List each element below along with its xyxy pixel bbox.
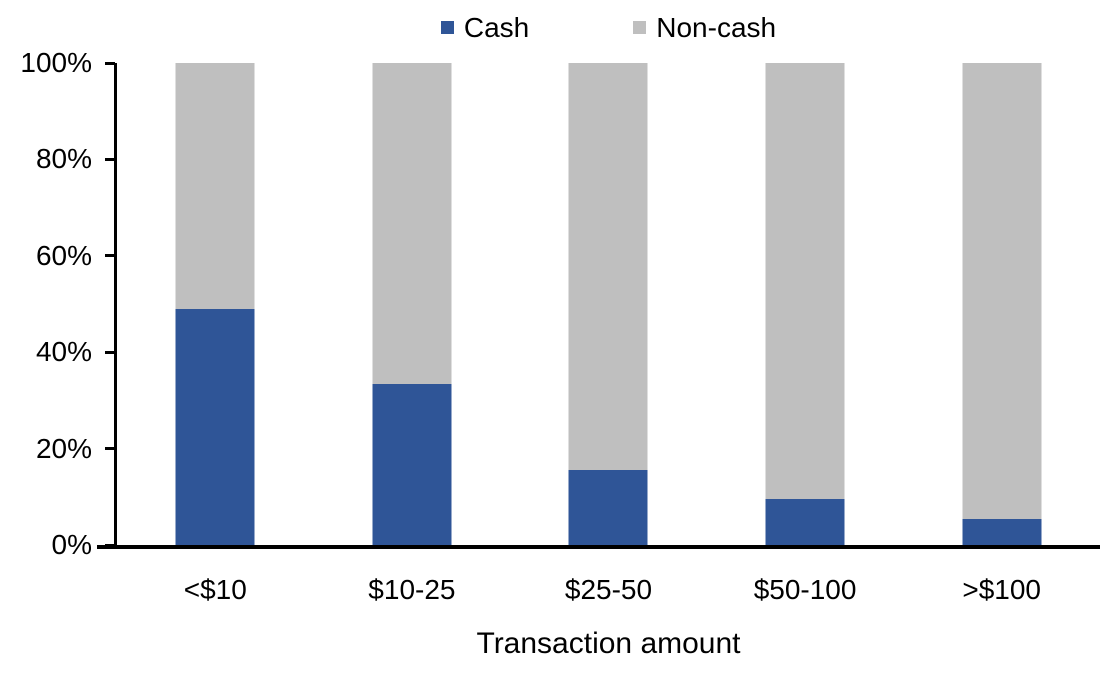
noncash-legend-swatch-icon bbox=[633, 21, 647, 35]
bar-segment-cash bbox=[175, 308, 255, 545]
bar-segment-non-cash bbox=[175, 63, 255, 309]
chart-legend: Cash Non-cash bbox=[117, 8, 1100, 48]
y-axis-tick-mark bbox=[105, 447, 115, 451]
x-axis-tick-label: <$10 bbox=[183, 574, 247, 605]
x-axis-tick-label: $50-100 bbox=[753, 574, 857, 605]
bar-slot bbox=[510, 63, 707, 545]
legend-item-noncash: Non-cash bbox=[633, 11, 777, 44]
x-axis-title: Transaction amount bbox=[476, 627, 741, 660]
bar-slot bbox=[314, 63, 511, 545]
y-axis-tick-label: 100% bbox=[20, 47, 92, 78]
y-axis-tick-mark bbox=[105, 157, 115, 161]
bar-segment-cash bbox=[372, 383, 452, 545]
legend-item-cash: Cash bbox=[440, 11, 530, 44]
plot-area bbox=[117, 63, 1100, 545]
stacked-bar bbox=[765, 63, 845, 545]
stacked-bar bbox=[175, 63, 255, 545]
legend-label-noncash: Non-cash bbox=[656, 11, 777, 43]
bar-segment-cash bbox=[568, 470, 648, 545]
bar-segment-non-cash bbox=[765, 63, 845, 500]
bar-segment-non-cash bbox=[372, 63, 452, 384]
x-axis-line bbox=[97, 545, 1100, 549]
bar-segment-cash bbox=[962, 518, 1042, 545]
bar-slot bbox=[707, 63, 904, 545]
y-axis-tick-mark bbox=[105, 350, 115, 354]
stacked-bar bbox=[962, 63, 1042, 545]
y-axis-tick-mark bbox=[105, 61, 115, 65]
bar-segment-non-cash bbox=[962, 63, 1042, 519]
bar-segment-cash bbox=[765, 499, 845, 545]
stacked-bar bbox=[568, 63, 648, 545]
y-axis-tick-mark bbox=[105, 254, 115, 258]
y-axis-tick-label: 20% bbox=[35, 432, 92, 464]
x-axis-tick-label: $10-25 bbox=[368, 574, 456, 605]
y-axis-tick-label: 80% bbox=[35, 143, 92, 175]
legend-label-cash: Cash bbox=[463, 11, 530, 43]
y-axis-tick-label: 60% bbox=[35, 239, 92, 271]
stacked-bar bbox=[372, 63, 452, 545]
x-axis-tick-label: $25-50 bbox=[564, 574, 653, 605]
y-axis-tick-label: 0% bbox=[51, 529, 92, 560]
bar-segment-non-cash bbox=[568, 63, 648, 471]
bar-slot bbox=[903, 63, 1100, 545]
y-axis-tick-label: 40% bbox=[35, 336, 92, 368]
x-axis-tick-label: >$100 bbox=[962, 574, 1041, 605]
bar-slot bbox=[117, 63, 314, 545]
cash-legend-swatch-icon bbox=[440, 21, 454, 35]
x-axis-tick-labels: <$10 $10-25 $25-50 $50-100 >$100 bbox=[117, 573, 1100, 607]
y-axis-line bbox=[114, 63, 117, 545]
